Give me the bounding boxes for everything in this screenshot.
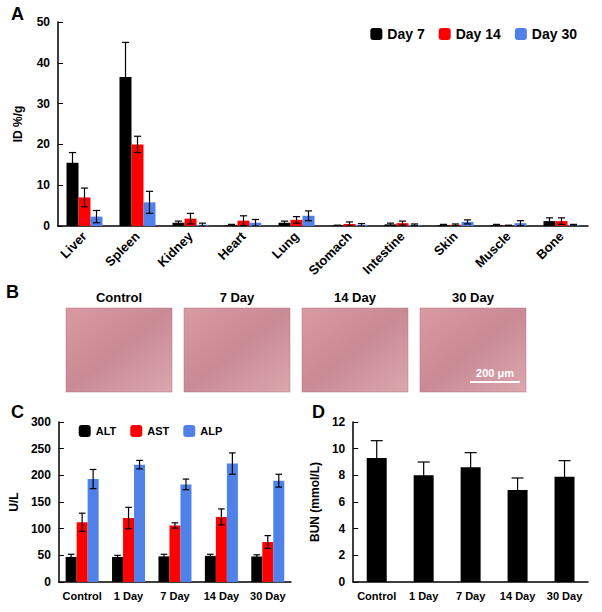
svg-text:40: 40 (37, 56, 51, 70)
svg-text:20: 20 (37, 137, 51, 151)
svg-text:Day 30: Day 30 (532, 26, 577, 42)
svg-text:C: C (11, 402, 24, 422)
svg-text:30 Day: 30 Day (250, 590, 286, 602)
svg-text:Liver: Liver (57, 229, 90, 262)
svg-text:200 μm: 200 μm (476, 367, 514, 379)
svg-text:0: 0 (43, 219, 50, 233)
svg-text:ALT: ALT (96, 425, 117, 437)
svg-text:250: 250 (31, 442, 51, 456)
svg-text:Heart: Heart (215, 228, 250, 263)
svg-text:14 Day: 14 Day (500, 590, 536, 602)
svg-text:50: 50 (38, 548, 52, 562)
svg-text:200: 200 (31, 468, 51, 482)
svg-text:2: 2 (339, 548, 346, 562)
svg-text:AST: AST (147, 425, 169, 437)
svg-text:10: 10 (332, 442, 346, 456)
svg-text:Day 14: Day 14 (456, 26, 501, 42)
svg-text:0: 0 (44, 575, 51, 589)
svg-text:B: B (6, 282, 19, 302)
svg-text:Kidney: Kidney (155, 228, 197, 270)
svg-text:14 Day: 14 Day (204, 590, 240, 602)
svg-text:Bone: Bone (533, 229, 567, 263)
svg-text:1 Day: 1 Day (409, 590, 439, 602)
svg-text:4: 4 (339, 522, 346, 536)
svg-text:Day 7: Day 7 (387, 26, 425, 42)
svg-text:Muscle: Muscle (472, 229, 514, 271)
svg-text:10: 10 (37, 178, 51, 192)
svg-text:BUN (mmol/L): BUN (mmol/L) (308, 462, 322, 542)
svg-text:Lung: Lung (269, 229, 302, 262)
svg-text:12: 12 (332, 415, 346, 429)
svg-text:Control: Control (96, 290, 142, 305)
svg-text:6: 6 (339, 495, 346, 509)
svg-text:100: 100 (31, 522, 51, 536)
svg-text:1 Day: 1 Day (114, 590, 144, 602)
svg-text:Spleen: Spleen (102, 229, 143, 270)
svg-text:Skin: Skin (431, 229, 461, 259)
svg-text:ID %/g: ID %/g (11, 106, 25, 143)
svg-text:0: 0 (339, 575, 346, 589)
svg-text:D: D (312, 402, 325, 422)
svg-text:150: 150 (31, 495, 51, 509)
svg-text:U/L: U/L (7, 492, 21, 511)
svg-text:Control: Control (63, 590, 102, 602)
svg-text:Stomach: Stomach (305, 229, 354, 278)
svg-text:30 Day: 30 Day (452, 290, 495, 305)
svg-text:300: 300 (31, 415, 51, 429)
svg-text:14 Day: 14 Day (334, 290, 377, 305)
svg-text:7 Day: 7 Day (456, 590, 486, 602)
svg-text:Intestine: Intestine (359, 229, 407, 277)
svg-text:ALP: ALP (200, 425, 222, 437)
svg-text:8: 8 (339, 468, 346, 482)
svg-text:7 Day: 7 Day (220, 290, 255, 305)
svg-text:50: 50 (37, 15, 51, 29)
svg-text:30: 30 (37, 97, 51, 111)
svg-text:7 Day: 7 Day (160, 590, 190, 602)
svg-text:A: A (11, 4, 24, 24)
svg-text:30 Day: 30 Day (547, 590, 583, 602)
svg-text:Control: Control (357, 590, 396, 602)
